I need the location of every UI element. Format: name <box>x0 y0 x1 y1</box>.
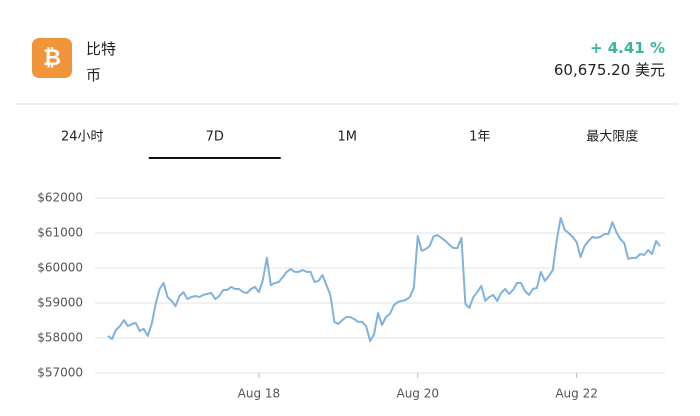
x-tick-label: Aug 18 <box>238 387 281 401</box>
tab[interactable]: 1M <box>338 130 358 145</box>
tab[interactable]: 7D <box>206 130 224 145</box>
price-change: + 4.41 % <box>589 39 665 57</box>
svg-text:₿: ₿ <box>43 46 61 71</box>
tab[interactable]: 1年 <box>469 130 490 145</box>
y-tick-label: $61000 <box>37 226 83 240</box>
price: 60,675.20 美元 <box>553 61 665 79</box>
x-tick-label: Aug 20 <box>396 387 439 401</box>
y-tick-label: $57000 <box>37 366 83 380</box>
bitcoin-icon: ₿ <box>32 38 72 78</box>
coin-name: 比特币 <box>86 40 117 84</box>
y-tick-label: $62000 <box>37 191 83 205</box>
y-tick-label: $58000 <box>37 331 83 345</box>
price-line <box>107 216 661 343</box>
y-tick-label: $60000 <box>37 261 83 275</box>
x-tick-label: Aug 22 <box>555 387 598 401</box>
tab[interactable]: 24小时 <box>61 130 104 145</box>
tab[interactable]: 最大限度 <box>586 129 638 145</box>
y-tick-label: $59000 <box>37 296 83 310</box>
